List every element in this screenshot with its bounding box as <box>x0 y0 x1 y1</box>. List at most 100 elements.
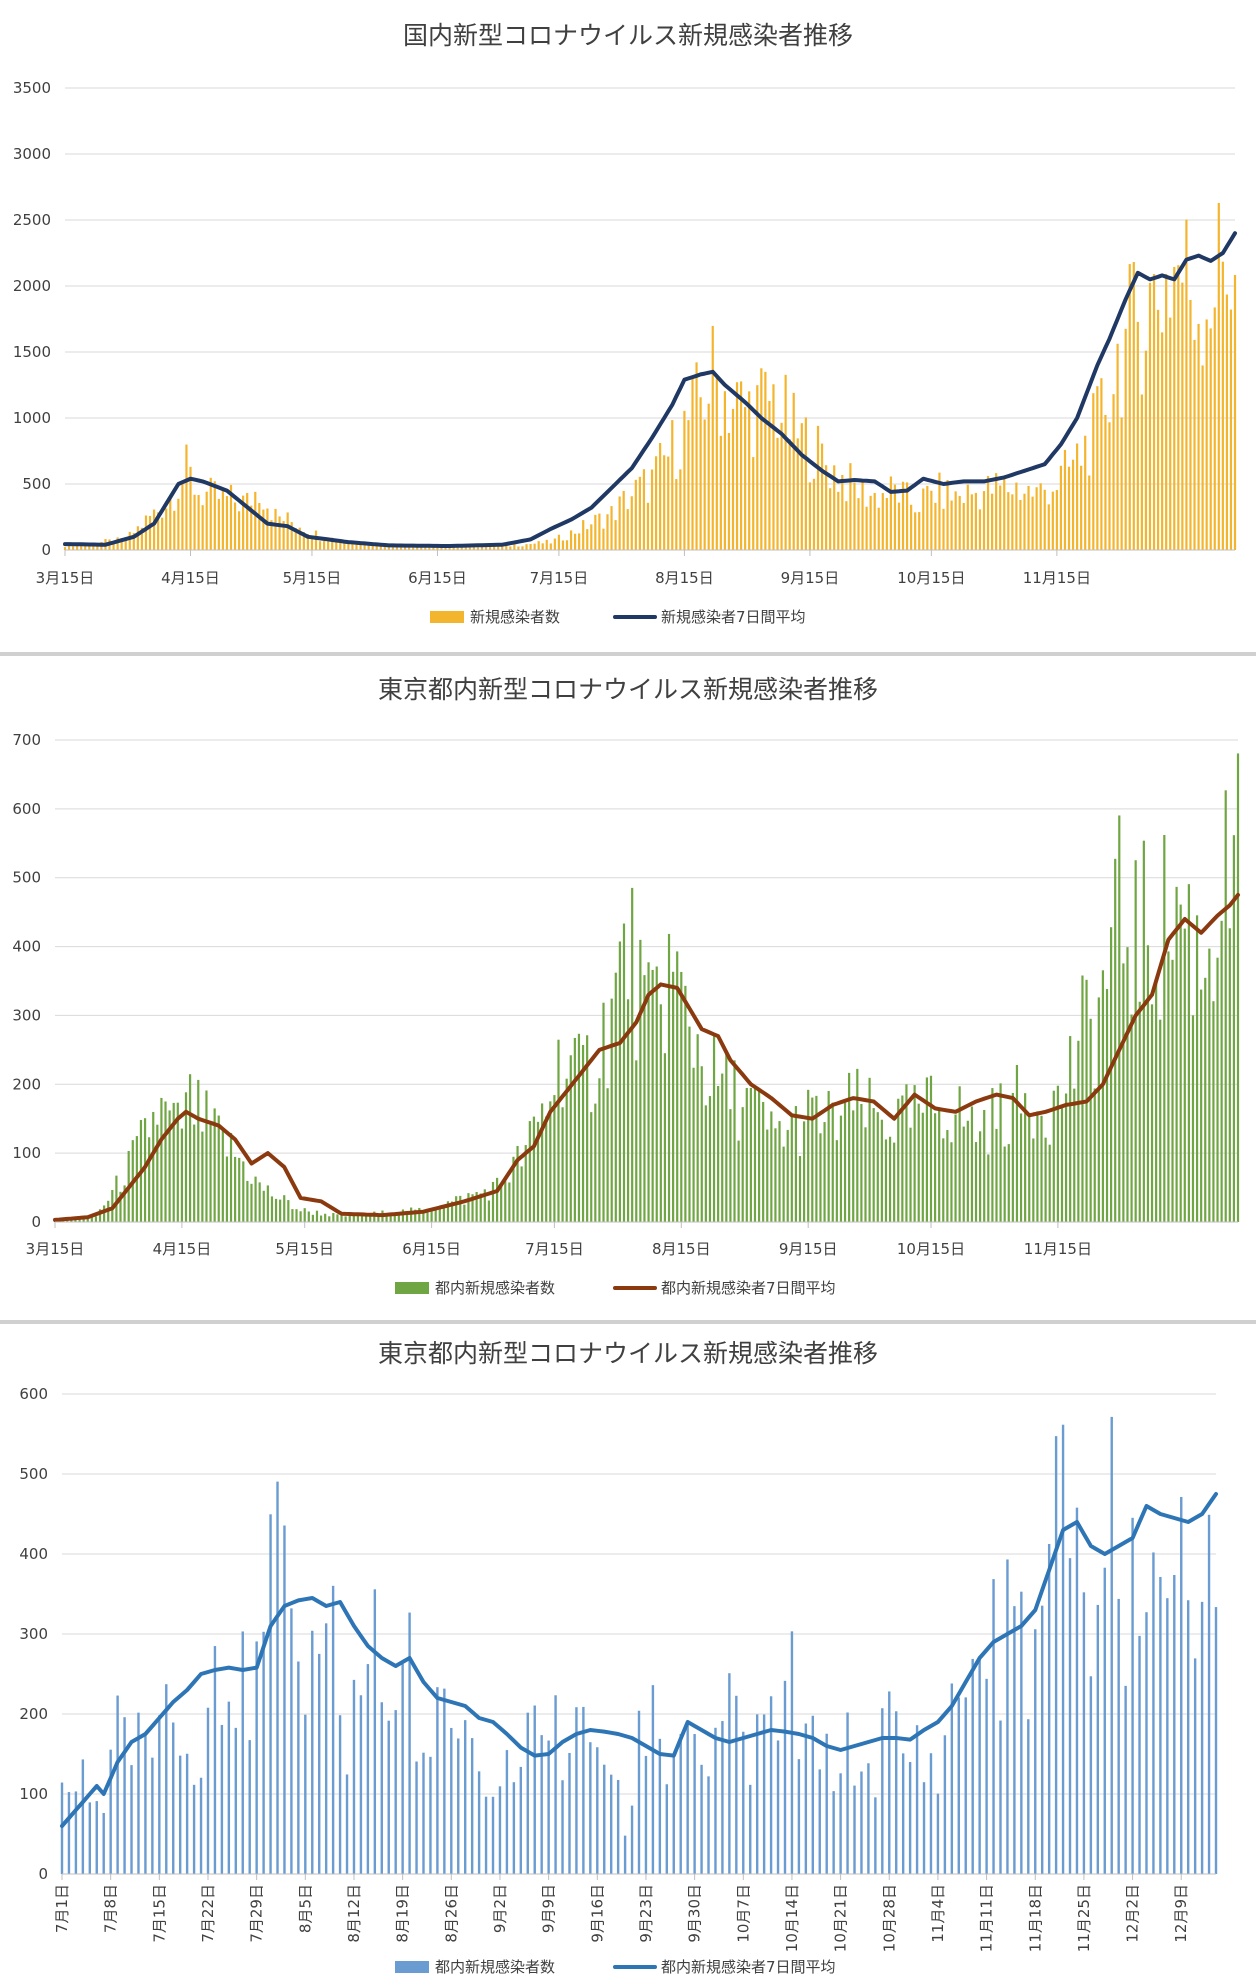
bar <box>762 1102 765 1222</box>
bar <box>1027 1719 1030 1874</box>
bar <box>484 545 488 550</box>
bar <box>700 1764 703 1874</box>
bar <box>1220 920 1223 1222</box>
bar <box>209 1124 212 1222</box>
x-tick-label: 7月8日 <box>102 1884 120 1933</box>
bar <box>581 1044 585 1222</box>
bar <box>985 1678 988 1874</box>
y-tick-label: 500 <box>22 475 51 493</box>
bar <box>1186 1600 1190 1874</box>
bar <box>573 1037 576 1222</box>
bar <box>189 466 192 550</box>
bar <box>602 528 605 550</box>
bar <box>946 1130 949 1222</box>
y-tick-label: 3500 <box>13 79 51 97</box>
bar <box>930 490 933 550</box>
bar <box>366 1664 370 1874</box>
bar <box>213 481 216 550</box>
bar <box>432 547 435 550</box>
y-tick-label: 300 <box>19 1625 48 1643</box>
bar <box>74 1791 78 1874</box>
bar <box>680 971 683 1222</box>
bar <box>1136 321 1139 550</box>
bar <box>792 392 795 550</box>
bar <box>270 1196 274 1222</box>
bar <box>774 1128 777 1222</box>
bar <box>589 1742 592 1874</box>
bar <box>60 1782 64 1874</box>
bar <box>770 1111 773 1222</box>
bar <box>242 495 245 550</box>
bar <box>199 1777 203 1874</box>
x-tick-label: 9月23日 <box>637 1884 655 1943</box>
bar <box>291 1209 294 1222</box>
x-tick-label: 9月16日 <box>588 1884 606 1943</box>
bar <box>1051 491 1054 550</box>
x-tick-label: 11月11日 <box>978 1884 996 1952</box>
bar <box>505 544 508 550</box>
bar <box>545 1116 548 1222</box>
bar <box>197 495 200 550</box>
bar <box>1166 1598 1169 1874</box>
bar <box>128 531 131 550</box>
y-tick-label: 200 <box>19 1705 48 1723</box>
bar <box>654 456 658 550</box>
bar <box>140 527 144 550</box>
bar <box>512 1156 515 1222</box>
bar <box>116 1695 119 1874</box>
bar <box>229 1132 233 1222</box>
bar <box>450 1201 454 1222</box>
bar <box>1088 475 1091 550</box>
bar <box>464 1720 467 1874</box>
bar <box>467 1193 470 1222</box>
y-tick-label: 0 <box>41 541 51 559</box>
bar <box>310 537 314 550</box>
bar <box>603 1764 606 1874</box>
bar <box>954 1114 957 1222</box>
bar <box>832 1791 835 1874</box>
bar <box>302 532 305 550</box>
chart-national: 国内新型コロナウイルス新規感染者推移 0 500 1000 1500 2000 2500 30… <box>13 21 1237 626</box>
bar <box>336 1214 339 1222</box>
bar <box>295 1209 298 1222</box>
bar <box>299 1211 302 1222</box>
bar <box>1165 273 1168 550</box>
bar <box>745 1087 748 1222</box>
bar <box>1034 1629 1037 1874</box>
bar <box>314 530 318 550</box>
bar <box>493 546 496 550</box>
bar <box>512 1782 516 1874</box>
bar <box>1096 1604 1100 1874</box>
bar <box>683 410 686 550</box>
bar <box>448 546 451 550</box>
bar <box>172 1102 175 1222</box>
bar <box>80 544 83 550</box>
bar <box>966 484 969 550</box>
bar <box>829 488 832 550</box>
bar <box>888 1136 892 1222</box>
bar <box>1076 443 1079 550</box>
bar <box>513 544 516 550</box>
x-tick-label: 4月15日 <box>161 569 220 587</box>
bar <box>1093 1088 1096 1222</box>
bar <box>1173 1575 1176 1874</box>
bar <box>351 541 354 550</box>
bar <box>999 485 1002 550</box>
bar <box>479 1193 482 1222</box>
bar <box>1101 970 1105 1222</box>
x-tick-label: 12月9日 <box>1172 1884 1190 1943</box>
bar <box>547 1740 550 1874</box>
bar <box>1204 977 1207 1222</box>
bar <box>540 1735 543 1874</box>
bar <box>498 1786 502 1874</box>
bar <box>1146 945 1150 1222</box>
bar <box>987 1154 990 1222</box>
bar <box>962 502 965 550</box>
x-tick-label: 11月4日 <box>929 1884 947 1943</box>
bar <box>602 1002 605 1222</box>
bar <box>1108 422 1111 550</box>
x-tick-label: 8月15日 <box>652 1240 711 1258</box>
bar <box>725 1050 728 1222</box>
bar <box>184 1092 188 1222</box>
bar <box>438 1208 441 1222</box>
